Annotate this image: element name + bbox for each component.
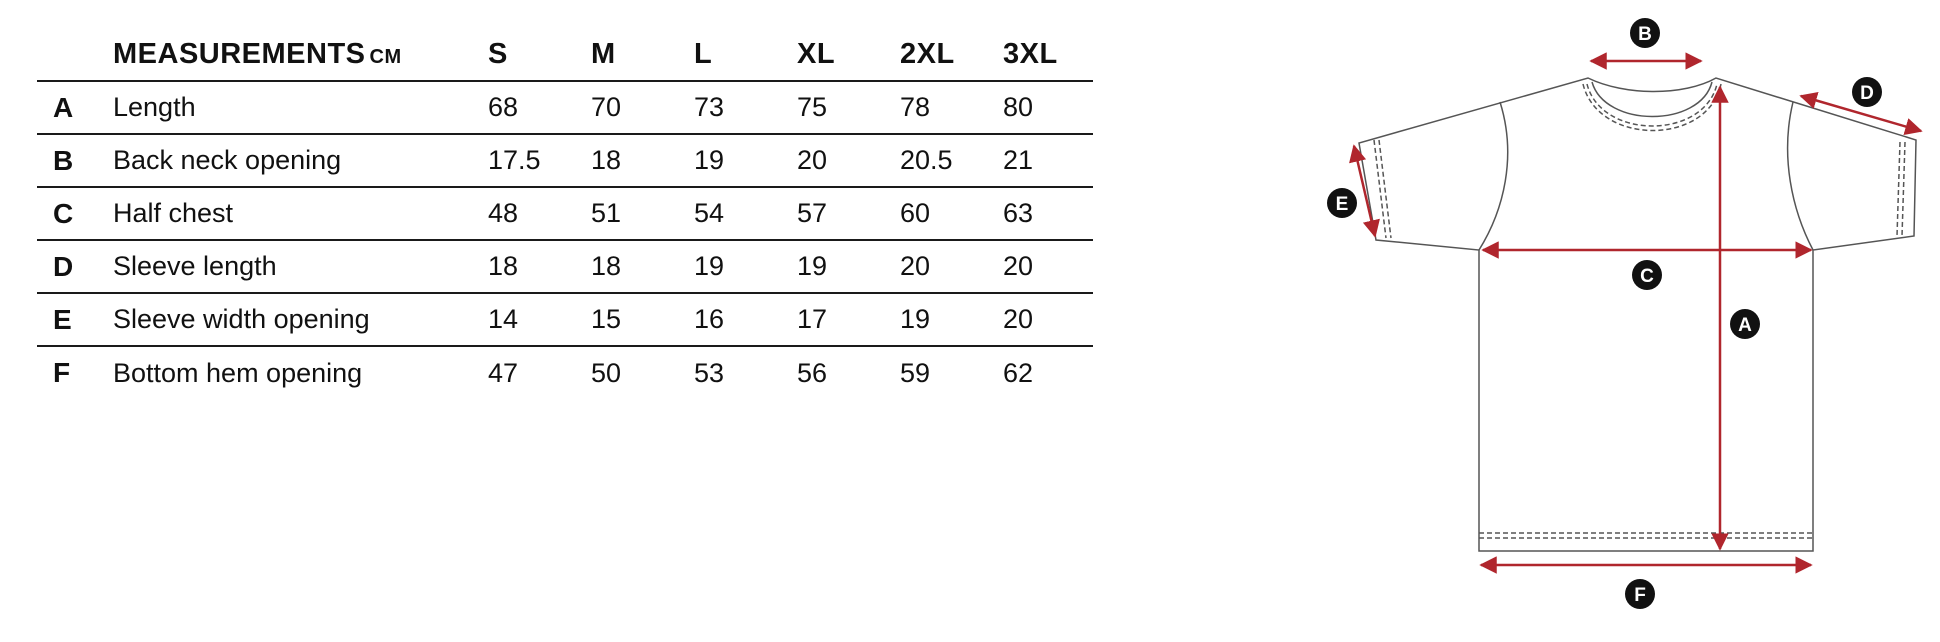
- row-value-2xl: 19: [900, 304, 931, 334]
- row-value-2xl: 20.5: [900, 145, 953, 175]
- row-value-s: 14: [488, 304, 519, 334]
- tshirt-left-armhole-seam: [1478, 101, 1509, 251]
- row-value-3xl: 80: [1003, 92, 1034, 122]
- badge-d: D: [1852, 77, 1882, 107]
- tshirt-body-outline: [1358, 77, 1917, 552]
- row-value-l: 16: [694, 304, 725, 334]
- size-header-l: L: [694, 37, 713, 70]
- row-measurement-name: Sleeve width opening: [113, 304, 370, 334]
- row-value-m: 50: [591, 357, 622, 388]
- badge-f: F: [1625, 579, 1655, 609]
- badge-f-label: F: [1634, 585, 1646, 606]
- row-letter: F: [53, 357, 71, 388]
- row-value-m: 51: [591, 198, 622, 228]
- measurements-heading-label: MEASUREMENTS: [113, 37, 366, 70]
- size-header-s: S: [488, 37, 508, 70]
- row-measurement-name: Half chest: [113, 198, 234, 228]
- row-measurement-name: Bottom hem opening: [113, 357, 363, 388]
- badge-d-label: D: [1860, 83, 1874, 104]
- row-value-3xl: 62: [1003, 357, 1034, 388]
- table-header-row: MEASUREMENTS CM S M L XL 2XL 3XL: [37, 28, 1093, 81]
- row-value-xl: 56: [797, 357, 828, 388]
- row-value-s: 48: [488, 198, 519, 228]
- row-value-s: 47: [488, 357, 519, 388]
- row-value-2xl: 59: [900, 357, 931, 388]
- row-value-2xl: 78: [900, 92, 931, 122]
- row-value-3xl: 21: [1003, 145, 1034, 175]
- size-header-2xl: 2XL: [900, 37, 955, 70]
- size-header-m: M: [591, 37, 616, 70]
- row-value-3xl: 63: [1003, 198, 1034, 228]
- tshirt-left-cuff-stitch: [1373, 139, 1392, 239]
- row-value-l: 19: [694, 251, 725, 281]
- table-row: E Sleeve width opening 14 15 16 17 19 20: [37, 293, 1093, 346]
- row-value-xl: 17: [797, 304, 828, 334]
- table-row: D Sleeve length 18 18 19 19 20 20: [37, 240, 1093, 293]
- size-header-3xl: 3XL: [1003, 37, 1058, 70]
- tshirt-collar-stitch-outer: [1582, 83, 1722, 132]
- row-measurement-name: Back neck opening: [113, 145, 342, 175]
- size-chart-table: MEASUREMENTS CM S M L XL 2XL 3XL A Length…: [37, 28, 1093, 399]
- row-value-s: 68: [488, 92, 519, 122]
- row-letter: D: [53, 250, 74, 282]
- row-value-m: 18: [591, 145, 622, 175]
- row-value-2xl: 60: [900, 198, 931, 228]
- row-value-xl: 57: [797, 198, 828, 228]
- badge-c-label: C: [1640, 266, 1654, 287]
- row-value-xl: 20: [797, 145, 828, 175]
- row-value-l: 19: [694, 145, 725, 175]
- row-letter: C: [53, 197, 74, 229]
- tshirt-outline: [1358, 77, 1917, 552]
- badge-c: C: [1632, 260, 1662, 290]
- measurement-arrows: [1349, 52, 1923, 574]
- row-measurement-name: Length: [113, 92, 196, 122]
- table-row: B Back neck opening 17.5 18 19 20 20.5 2…: [37, 134, 1093, 187]
- size-header-xl: XL: [797, 37, 836, 70]
- badge-b-label: B: [1638, 24, 1652, 45]
- badge-b: B: [1630, 18, 1660, 48]
- measurements-unit: CM: [369, 45, 402, 68]
- row-value-3xl: 20: [1003, 251, 1034, 281]
- row-letter: B: [53, 144, 74, 176]
- tshirt-hem-stitch: [1479, 532, 1813, 539]
- measurements-heading: MEASUREMENTS CM: [113, 28, 488, 81]
- arrow-e-sleeve-width: [1349, 144, 1380, 238]
- tshirt-right-armhole-seam: [1786, 101, 1814, 251]
- row-value-xl: 19: [797, 251, 828, 281]
- row-value-2xl: 20: [900, 251, 931, 281]
- row-value-s: 17.5: [488, 145, 541, 175]
- row-value-s: 18: [488, 251, 519, 281]
- row-value-m: 70: [591, 92, 622, 122]
- badge-a-label: A: [1738, 315, 1752, 336]
- badge-a: A: [1730, 309, 1760, 339]
- table-row: F Bottom hem opening 47 50 53 56 59 62: [37, 346, 1093, 399]
- row-letter: E: [53, 303, 72, 335]
- row-measurement-name: Sleeve length: [113, 251, 277, 281]
- arrow-d-sleeve-length: [1799, 92, 1923, 135]
- tshirt-right-cuff-stitch: [1896, 141, 1906, 237]
- badge-e: E: [1327, 188, 1357, 218]
- table-row: C Half chest 48 51 54 57 60 63: [37, 187, 1093, 240]
- row-value-m: 18: [591, 251, 622, 281]
- row-value-l: 54: [694, 198, 725, 228]
- row-letter: A: [53, 91, 74, 123]
- tshirt-collar-stitch-inner: [1586, 83, 1718, 127]
- tshirt-neckline: [1591, 81, 1713, 118]
- badge-e-label: E: [1336, 194, 1349, 215]
- row-value-l: 53: [694, 357, 725, 388]
- row-value-xl: 75: [797, 92, 828, 122]
- table-row: A Length 68 70 73 75 78 80: [37, 81, 1093, 134]
- row-value-m: 15: [591, 304, 622, 334]
- row-value-3xl: 20: [1003, 304, 1034, 334]
- row-value-l: 73: [694, 92, 725, 122]
